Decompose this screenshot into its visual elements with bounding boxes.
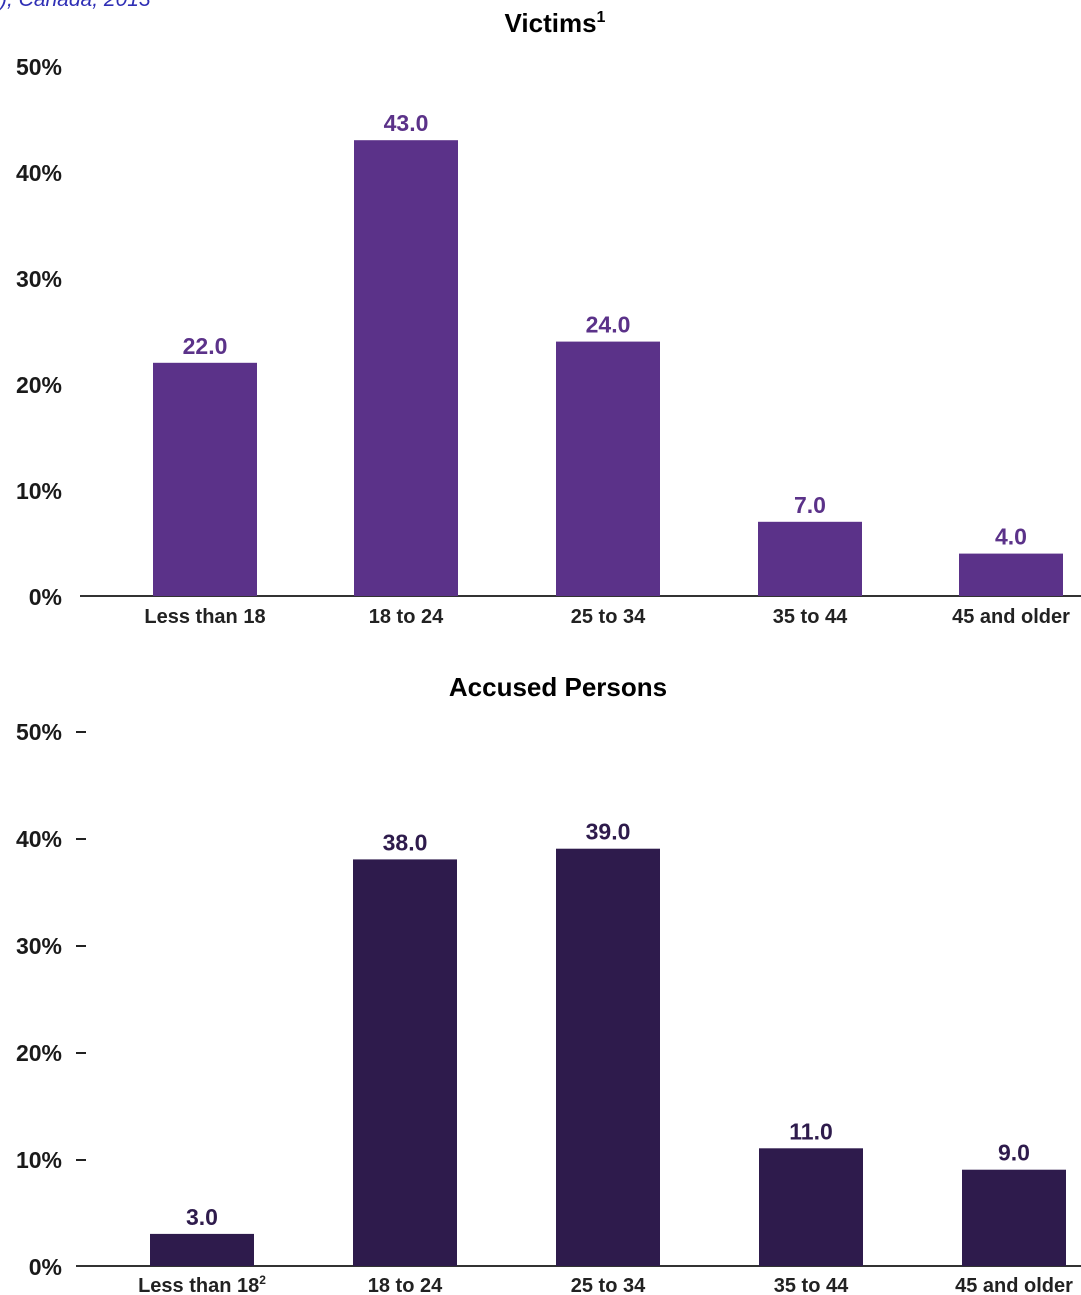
- bar: [353, 859, 457, 1266]
- x-tick-label: 35 to 44: [774, 1275, 849, 1295]
- y-tick-label: 50%: [16, 54, 62, 80]
- y-tick-label: 40%: [16, 826, 62, 852]
- bar: [759, 1148, 863, 1266]
- x-tick-label: 45 and older: [952, 606, 1070, 628]
- x-tick-label: 18 to 24: [368, 1275, 443, 1295]
- bar: [150, 1233, 254, 1266]
- chart-victims: Victims1 0% 10% 20% 30% 40% 50% 22.0 Less than 1…: [16, 8, 1081, 628]
- x-tick-label: Less than 18: [144, 606, 265, 628]
- data-label: 3.0: [186, 1204, 218, 1230]
- x-tick-label: 45 and older: [955, 1275, 1073, 1295]
- bar: [556, 848, 660, 1266]
- bar: [959, 553, 1063, 596]
- y-tick-label: 10%: [16, 1147, 62, 1173]
- data-label: 39.0: [586, 819, 631, 845]
- chart-title: Accused Persons: [449, 672, 667, 702]
- bar: [354, 140, 458, 596]
- y-tick-label: 50%: [16, 719, 62, 745]
- y-tick-label: 30%: [16, 933, 62, 959]
- y-tick-label: 40%: [16, 160, 62, 186]
- bar: [153, 362, 257, 596]
- bar: [556, 341, 660, 596]
- bar: [758, 521, 862, 596]
- y-tick-label: 0%: [29, 584, 62, 610]
- bar: [962, 1169, 1066, 1266]
- y-tick-label: 20%: [16, 1040, 62, 1066]
- y-tick-label: 10%: [16, 478, 62, 504]
- chart-title: Victims1: [505, 8, 606, 38]
- y-tick-label: 30%: [16, 266, 62, 292]
- data-label: 4.0: [995, 524, 1027, 550]
- data-label: 38.0: [383, 829, 428, 855]
- chart-accused-persons: Accused Persons 0% 10% 20% 30% 40% 50% 3.0 Less …: [16, 672, 1081, 1295]
- data-label: 11.0: [789, 1118, 833, 1144]
- x-tick-label: 35 to 44: [773, 606, 848, 628]
- x-tick-label: 25 to 34: [571, 606, 646, 628]
- data-label: 43.0: [384, 110, 429, 136]
- data-label: 9.0: [998, 1140, 1030, 1166]
- x-tick-label: 25 to 34: [571, 1275, 646, 1295]
- header-fragment: ), Canada, 2013: [0, 0, 151, 12]
- data-label: 22.0: [183, 333, 228, 359]
- y-tick-label: 0%: [29, 1254, 62, 1280]
- x-tick-label: Less than 182: [138, 1273, 266, 1295]
- data-label: 7.0: [794, 492, 826, 518]
- y-tick-label: 20%: [16, 372, 62, 398]
- x-tick-label: 18 to 24: [369, 606, 444, 628]
- data-label: 24.0: [586, 312, 631, 338]
